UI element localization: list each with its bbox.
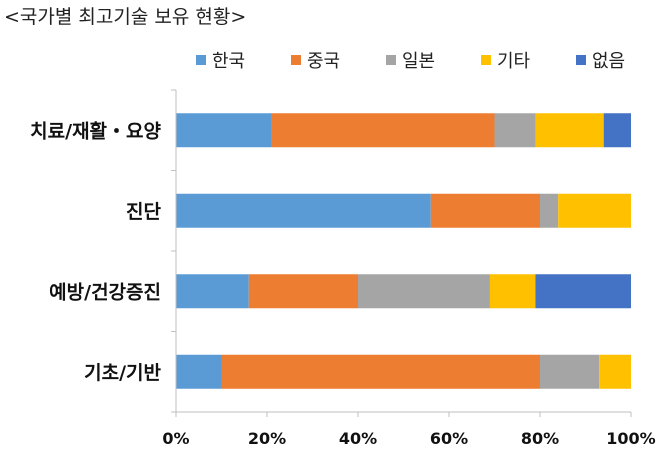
x-tick-label-4: 80%	[521, 429, 559, 448]
bar-segment-2-3	[489, 274, 536, 309]
bar-segment-0-0	[176, 113, 272, 148]
legend-label-3: 기타	[497, 51, 531, 72]
chart-title: <국가별 최고기술 보유 현황>	[4, 6, 247, 28]
legend-swatch-3	[481, 55, 491, 65]
bar-segment-3-2	[540, 354, 600, 389]
bar-segment-1-1	[430, 193, 540, 228]
legend-label-0: 한국	[212, 51, 245, 72]
category-label-0: 치료/재활・요양	[30, 120, 161, 142]
legend-swatch-1	[291, 55, 301, 65]
x-tick-label-3: 60%	[430, 429, 468, 448]
legend-swatch-4	[576, 55, 586, 65]
category-label-2: 예방/건강증진	[49, 281, 161, 303]
legend-label-4: 없음	[592, 51, 625, 72]
bar-segment-1-3	[558, 193, 631, 228]
bar-segment-1-2	[540, 193, 559, 228]
x-tick-label-0: 0%	[162, 429, 189, 448]
bar-segment-2-2	[358, 274, 490, 309]
category-label-1: 진단	[126, 201, 161, 223]
category-label-3: 기초/기반	[84, 362, 161, 384]
legend: 한국 중국 일본 기타 없음	[196, 51, 625, 72]
bar-segment-2-4	[535, 274, 631, 309]
bar-segment-2-0	[176, 274, 249, 309]
bars	[176, 113, 631, 389]
x-tick-label-1: 20%	[248, 429, 286, 448]
bar-segment-0-3	[535, 113, 604, 148]
legend-label-2: 일본	[402, 51, 435, 72]
x-tick-label-5: 100%	[606, 429, 655, 448]
bar-segment-2-1	[248, 274, 358, 309]
bar-segment-3-0	[176, 354, 222, 389]
bar-segment-3-1	[221, 354, 540, 389]
legend-swatch-0	[196, 55, 206, 65]
legend-swatch-2	[386, 55, 396, 65]
legend-label-1: 중국	[307, 51, 340, 72]
bar-segment-0-4	[603, 113, 631, 148]
bar-segment-0-2	[494, 113, 536, 148]
x-tick-label-2: 40%	[339, 429, 377, 448]
bar-segment-3-3	[599, 354, 631, 389]
bar-segment-0-1	[271, 113, 495, 148]
bar-segment-1-0	[176, 193, 431, 228]
